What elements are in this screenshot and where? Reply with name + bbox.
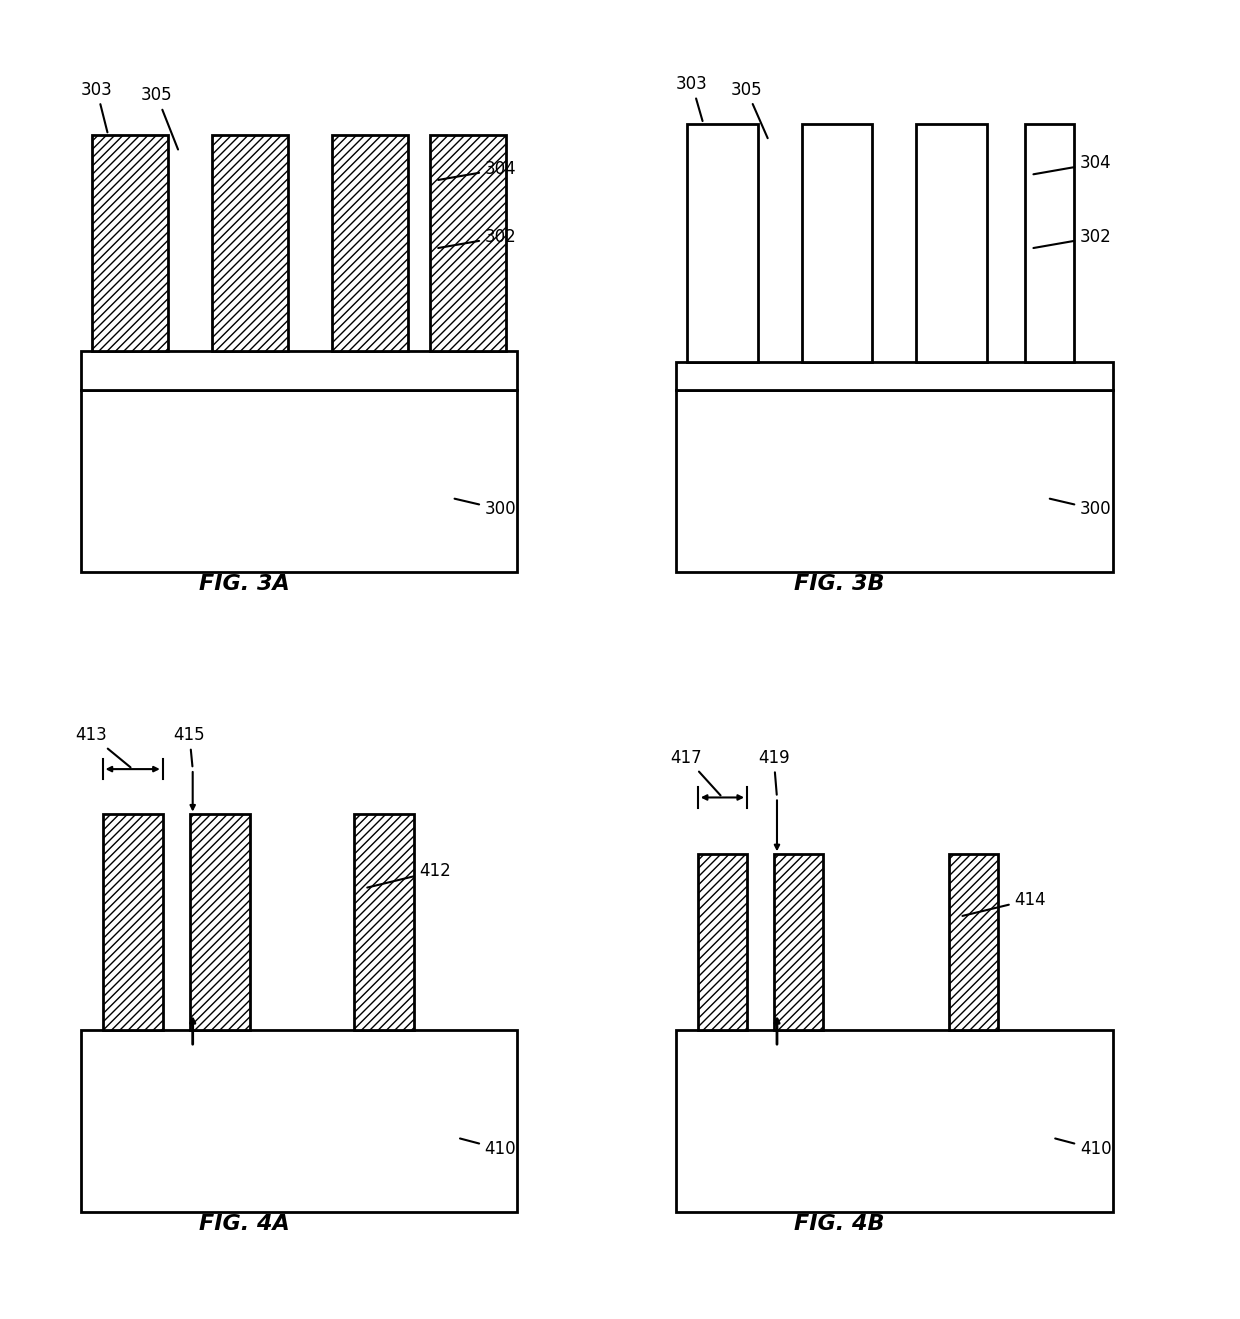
Text: 302: 302 [1033,228,1111,248]
Text: 305: 305 [141,86,179,149]
Bar [676,361,1112,390]
Bar [81,351,517,390]
Bar [103,815,162,1030]
Bar [212,135,288,351]
Text: 303: 303 [676,75,708,121]
Text: FIG. 4A: FIG. 4A [200,1215,290,1235]
Text: 410: 410 [1055,1138,1111,1158]
Text: 300: 300 [455,499,516,518]
Bar [92,135,169,351]
Text: 300: 300 [1050,499,1111,518]
Bar [1025,124,1074,361]
Text: 304: 304 [438,160,516,179]
Bar [698,855,746,1030]
Bar [687,124,758,361]
Text: FIG. 3B: FIG. 3B [795,575,885,595]
Bar [949,855,998,1030]
Text: 414: 414 [962,890,1047,915]
Text: 412: 412 [367,863,451,888]
Text: 417: 417 [671,749,720,795]
Bar [774,855,823,1030]
Bar [430,135,506,351]
Bar [81,1030,517,1211]
Bar [332,135,408,351]
Text: 419: 419 [758,749,790,795]
Bar [801,124,873,361]
Text: 304: 304 [1033,154,1111,174]
Bar [190,815,250,1030]
Text: FIG. 3A: FIG. 3A [200,575,290,595]
Bar [676,390,1112,572]
Text: 305: 305 [730,80,768,138]
Text: 415: 415 [174,725,206,766]
Bar [676,1030,1112,1211]
Text: 302: 302 [438,228,516,248]
Text: 303: 303 [81,80,113,132]
Text: FIG. 4B: FIG. 4B [795,1215,885,1235]
Bar [81,390,517,572]
Bar [916,124,987,361]
Bar [353,815,414,1030]
Text: 413: 413 [76,725,130,768]
Text: 410: 410 [460,1138,516,1158]
